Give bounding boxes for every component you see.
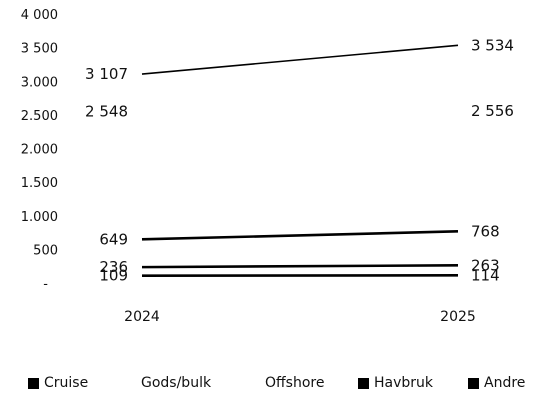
legend-label: Offshore [265, 375, 324, 391]
legend-label: Havbruk [374, 375, 433, 391]
y-tick-label: 4 000 [21, 8, 58, 23]
legend-label: Cruise [44, 375, 88, 391]
data-label-andre: 109 [99, 267, 128, 285]
y-tick-label: 1.000 [21, 210, 58, 225]
x-axis: 2024 2025 [124, 309, 476, 325]
y-axis: - 500 1.000 1.500 2.000 2.500 3.000 3 500 4 000 [21, 8, 58, 292]
y-tick-label: - [43, 277, 48, 292]
legend: Cruise Gods/bulk Offshore Havbruk Andre [0, 375, 540, 395]
y-tick-label: 500 [33, 243, 58, 258]
y-tick-label: 2.000 [21, 143, 58, 158]
y-tick-label: 1.500 [21, 176, 58, 191]
x-tick-label: 2024 [124, 309, 160, 325]
y-tick-label: 3.000 [21, 75, 58, 90]
legend-swatch [28, 378, 39, 389]
series-lines [142, 45, 458, 275]
legend-item-andre: Andre [468, 375, 525, 391]
y-tick-label: 3 500 [21, 42, 58, 57]
y-tick-label: 2.500 [21, 109, 58, 124]
data-label-gods-bulk: 3 107 [85, 65, 128, 83]
legend-item-offshore: Offshore [265, 375, 324, 391]
data-label-cruise: 768 [471, 222, 500, 240]
data-label-gods-bulk: 3 534 [471, 36, 514, 54]
series-line-gods-bulk [142, 45, 458, 74]
series-line-havbruk [142, 265, 458, 267]
legend-label: Gods/bulk [141, 375, 211, 391]
data-label-cruise: 649 [99, 230, 128, 248]
legend-item-gods-bulk: Gods/bulk [141, 375, 211, 391]
legend-swatch [468, 378, 479, 389]
legend-item-cruise: Cruise [28, 375, 88, 391]
data-label-andre: 114 [471, 266, 500, 284]
legend-item-havbruk: Havbruk [358, 375, 433, 391]
legend-label: Andre [484, 375, 525, 391]
series-line-cruise [142, 231, 458, 239]
x-tick-label: 2025 [440, 309, 476, 325]
data-label-offshore: 2 556 [471, 102, 514, 120]
legend-swatch [358, 378, 369, 389]
data-label-offshore: 2 548 [85, 103, 128, 121]
